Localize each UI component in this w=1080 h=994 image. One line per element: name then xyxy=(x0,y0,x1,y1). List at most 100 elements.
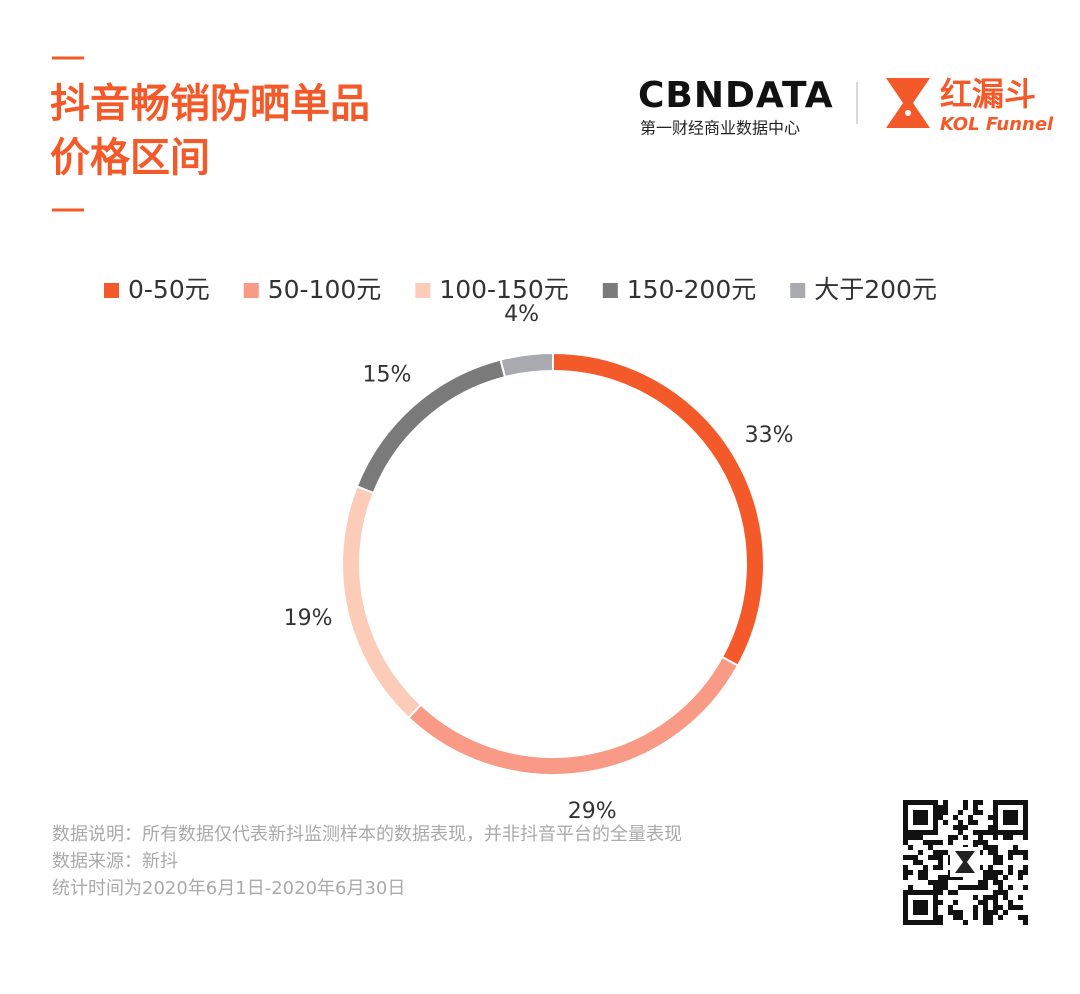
qr-cell xyxy=(983,880,988,885)
qr-cell xyxy=(928,830,933,835)
partner-en: KOL Funnel xyxy=(940,114,1054,135)
qr-cell xyxy=(938,890,943,895)
qr-cell xyxy=(973,800,978,805)
qr-cell xyxy=(978,830,983,835)
donut-segment xyxy=(407,655,740,776)
partner-logo: 红漏斗 xyxy=(940,75,1036,113)
qr-cell xyxy=(1023,815,1028,820)
qr-cell xyxy=(938,920,943,925)
qr-cell xyxy=(988,910,993,915)
qr-cell xyxy=(1008,835,1013,840)
qr-cell xyxy=(1003,830,1008,835)
qr-cell xyxy=(1008,810,1013,815)
qr-cell xyxy=(913,900,918,905)
qr-cell xyxy=(998,885,1003,890)
donut-segment xyxy=(552,351,765,668)
qr-cell xyxy=(988,870,993,875)
qr-cell xyxy=(923,910,928,915)
qr-cell xyxy=(903,855,908,860)
qr-cell xyxy=(948,835,953,840)
qr-cell xyxy=(933,815,938,820)
qr-cell xyxy=(973,895,978,900)
qr-cell xyxy=(998,860,1003,865)
qr-cell xyxy=(903,895,908,900)
qr-cell xyxy=(988,915,993,920)
qr-cell xyxy=(918,900,923,905)
qr-cell xyxy=(918,800,923,805)
qr-cell xyxy=(903,865,908,870)
qr-cell xyxy=(933,825,938,830)
chart-title: 抖音畅销防晒单品 xyxy=(50,81,370,127)
qr-cell xyxy=(938,915,943,920)
qr-cell xyxy=(1023,810,1028,815)
qr-cell xyxy=(943,820,948,825)
legend-swatch xyxy=(243,283,259,298)
qr-cell xyxy=(923,890,928,895)
legend-swatch xyxy=(602,283,618,298)
qr-cell xyxy=(903,875,908,880)
legend-label: 大于200元 xyxy=(814,275,937,304)
chart-title: 价格区间 xyxy=(50,135,210,181)
qr-cell xyxy=(938,815,943,820)
qr-cell xyxy=(998,830,1003,835)
qr-cell xyxy=(958,910,963,915)
qr-cell xyxy=(988,845,993,850)
qr-cell xyxy=(908,870,913,875)
qr-cell xyxy=(933,910,938,915)
qr-cell xyxy=(903,870,908,875)
qr-cell xyxy=(1003,910,1008,915)
qr-cell xyxy=(983,840,988,845)
qr-cell xyxy=(993,805,998,810)
qr-cell xyxy=(978,900,983,905)
qr-cell xyxy=(933,880,938,885)
qr-cell xyxy=(993,845,998,850)
qr-cell xyxy=(983,875,988,880)
value-label: 15% xyxy=(363,363,412,388)
qr-cell xyxy=(933,905,938,910)
qr-cell xyxy=(988,875,993,880)
qr-cell xyxy=(938,810,943,815)
qr-cell xyxy=(993,890,998,895)
qr-cell xyxy=(913,890,918,895)
value-label: 4% xyxy=(504,302,539,327)
qr-cell xyxy=(953,815,958,820)
qr-cell xyxy=(918,830,923,835)
qr-cell xyxy=(908,835,913,840)
qr-cell xyxy=(1008,905,1013,910)
qr-cell xyxy=(913,810,918,815)
qr-cell xyxy=(908,885,913,890)
qr-cell xyxy=(928,890,933,895)
qr-cell xyxy=(928,880,933,885)
qr-center-icon xyxy=(955,851,975,873)
qr-cell xyxy=(928,855,933,860)
qr-cell xyxy=(998,870,1003,875)
qr-cell xyxy=(1013,830,1018,835)
qr-cell xyxy=(1008,815,1013,820)
footnote: 统计时间为2020年6月1日-2020年6月30日 xyxy=(52,878,405,899)
donut-segment xyxy=(341,485,423,720)
qr-cell xyxy=(918,910,923,915)
qr-cell xyxy=(1013,845,1018,850)
qr-cell xyxy=(903,820,908,825)
qr-cell xyxy=(933,895,938,900)
qr-cell xyxy=(933,820,938,825)
qr-cell xyxy=(1023,830,1028,835)
qr-cell xyxy=(933,830,938,835)
qr-cell xyxy=(913,800,918,805)
qr-cell xyxy=(993,870,998,875)
qr-cell xyxy=(923,800,928,805)
qr-cell xyxy=(988,865,993,870)
qr-cell xyxy=(958,875,963,880)
qr-cell xyxy=(993,825,998,830)
qr-cell xyxy=(953,835,958,840)
qr-cell xyxy=(903,900,908,905)
qr-cell xyxy=(988,850,993,855)
qr-cell xyxy=(948,890,953,895)
qr-cell xyxy=(973,805,978,810)
qr-cell xyxy=(923,840,928,845)
qr-cell xyxy=(943,875,948,880)
qr-cell xyxy=(1003,820,1008,825)
qr-cell xyxy=(913,910,918,915)
qr-cell xyxy=(1003,835,1008,840)
qr-cell xyxy=(913,860,918,865)
